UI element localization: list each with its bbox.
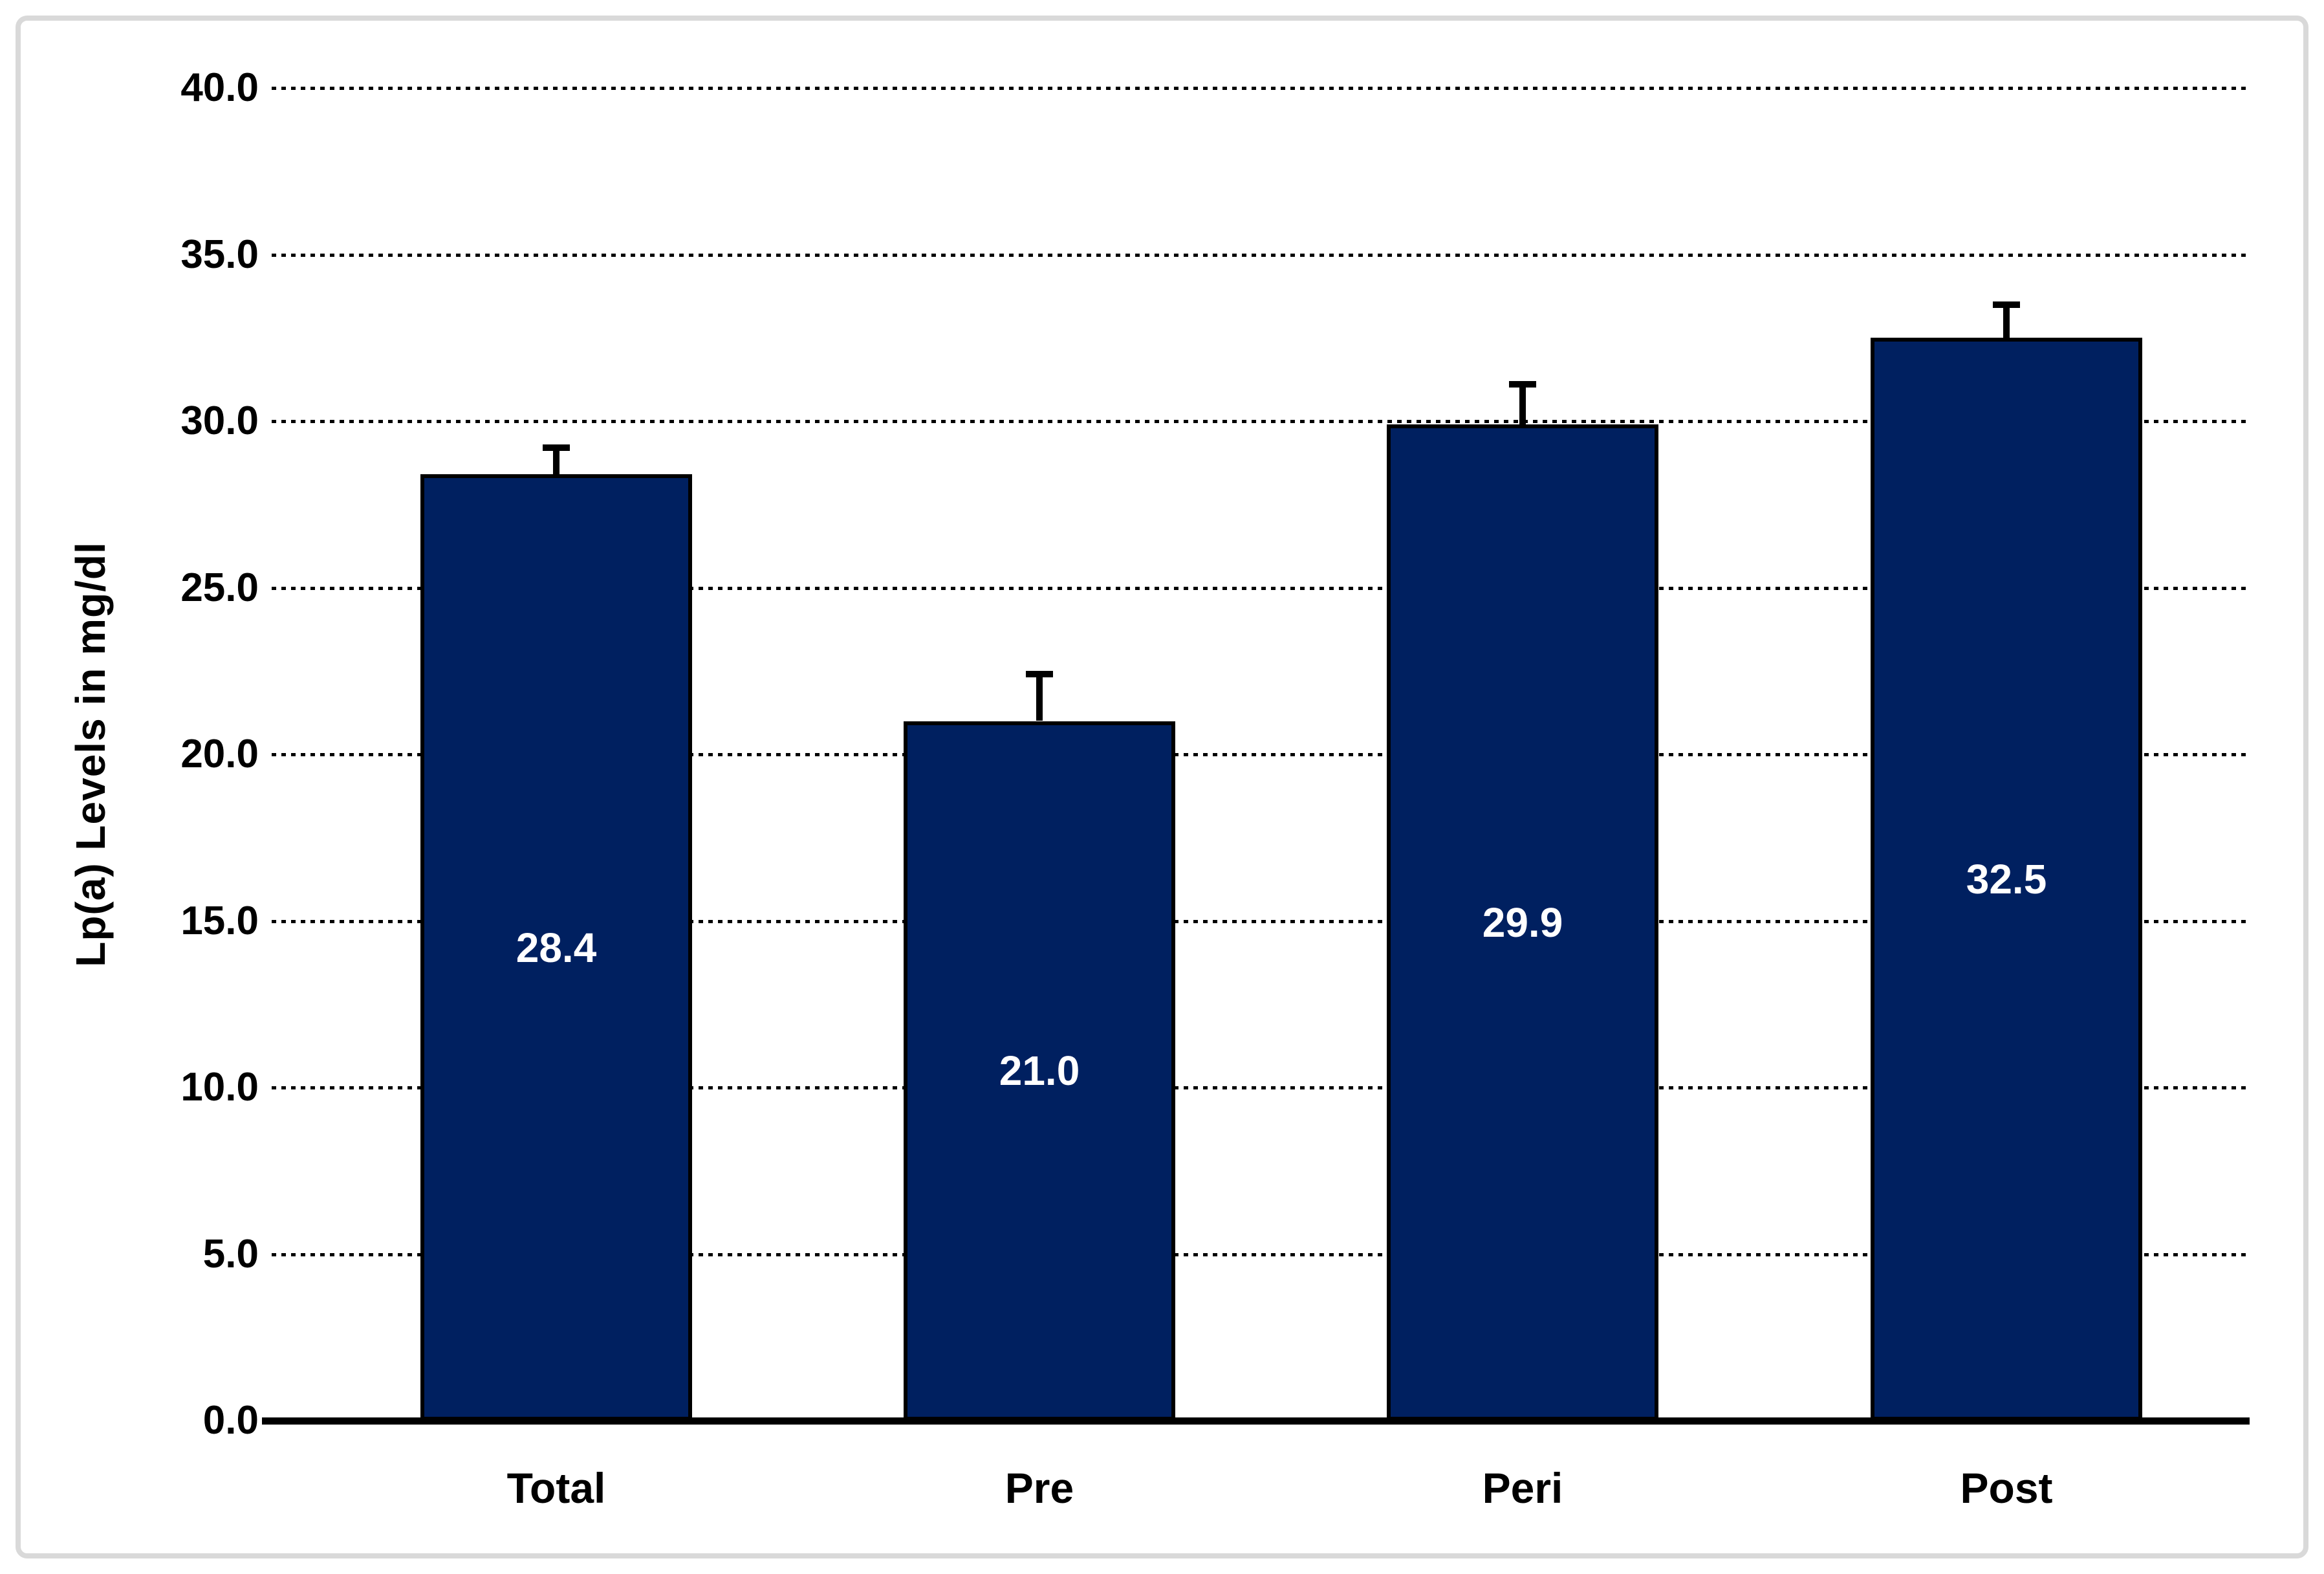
gridline-y-40 xyxy=(272,87,2250,90)
gridline-y-10 xyxy=(272,1086,2250,1089)
y-tick-label-15.0: 15.0 xyxy=(180,898,259,943)
error-bar-cap-pre xyxy=(1026,671,1053,678)
gridline-y-25 xyxy=(272,586,2250,590)
x-axis-line xyxy=(262,1417,2250,1425)
bar-value-label-pre: 21.0 xyxy=(999,1047,1080,1095)
bar-value-label-peri: 29.9 xyxy=(1482,899,1563,946)
error-bar-whisker-pre xyxy=(1036,674,1043,721)
y-tick-label-20.0: 20.0 xyxy=(180,732,259,776)
y-tick-label-30.0: 30.0 xyxy=(180,399,259,443)
bar-post xyxy=(1871,338,2142,1421)
chart-frame xyxy=(16,16,2308,1558)
error-bar-cap-peri xyxy=(1509,381,1536,388)
gridline-y-30 xyxy=(272,420,2250,423)
bar-value-label-post: 32.5 xyxy=(1966,856,2047,903)
x-category-label-total: Total xyxy=(506,1464,606,1512)
bar-peri xyxy=(1387,424,1658,1421)
error-bar-whisker-total xyxy=(553,448,559,475)
y-tick-label-40.0: 40.0 xyxy=(180,65,259,110)
y-tick-label-5.0: 5.0 xyxy=(202,1231,259,1276)
y-tick-label-0.0: 0.0 xyxy=(202,1398,259,1443)
x-category-label-post: Post xyxy=(1960,1464,2053,1512)
gridline-y-5 xyxy=(272,1252,2250,1256)
x-category-label-peri: Peri xyxy=(1482,1464,1563,1512)
y-tick-label-35.0: 35.0 xyxy=(180,232,259,277)
bar-total xyxy=(420,474,692,1421)
gridline-y-20 xyxy=(272,753,2250,756)
error-bar-whisker-peri xyxy=(1519,384,1526,425)
error-bar-cap-post xyxy=(1993,301,2020,308)
error-bar-whisker-post xyxy=(2003,304,2010,338)
gridline-y-15 xyxy=(272,919,2250,923)
gridline-y-35 xyxy=(272,253,2250,257)
y-tick-label-25.0: 25.0 xyxy=(180,565,259,610)
error-bar-cap-total xyxy=(543,444,570,452)
y-tick-label-10.0: 10.0 xyxy=(180,1065,259,1109)
bar-pre xyxy=(904,721,1175,1421)
bar-value-label-total: 28.4 xyxy=(516,924,597,971)
x-category-label-pre: Pre xyxy=(1005,1464,1074,1512)
